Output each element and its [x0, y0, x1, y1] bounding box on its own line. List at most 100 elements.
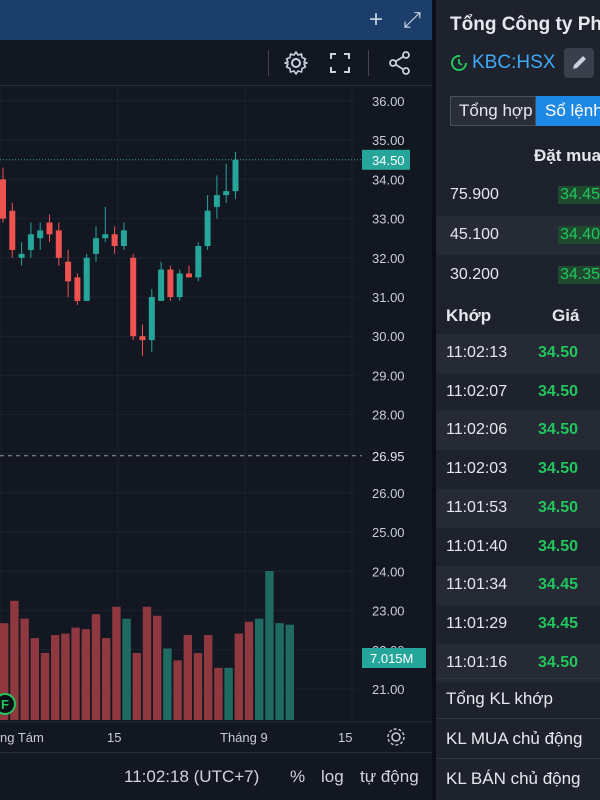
- price-tick-label: 35.00: [372, 133, 405, 148]
- reference-price-label: 26.95: [372, 449, 405, 464]
- volume-bar: [0, 623, 9, 720]
- company-name: Tổng Công ty Pha: [450, 14, 600, 35]
- log-scale-button[interactable]: log: [321, 767, 344, 786]
- percent-scale-button[interactable]: %: [290, 767, 306, 786]
- trade-time: 11:01:40: [446, 538, 508, 555]
- volume-bar: [214, 667, 223, 720]
- candlestick: [18, 242, 25, 266]
- candle-body: [158, 269, 165, 301]
- trades-time-header: Khớp: [446, 306, 492, 325]
- price-tick-label: 32.00: [372, 251, 405, 266]
- trade-row: 11:02:13 34.50: [436, 334, 600, 373]
- volume-bar: [173, 660, 182, 720]
- candlestick: [93, 226, 99, 262]
- volume-bar: [122, 618, 131, 720]
- trade-row: 11:02:06 34.50: [436, 411, 600, 450]
- expand-icon[interactable]: ⤢: [403, 7, 421, 32]
- candlestick: [27, 222, 34, 258]
- volume-bar: [91, 614, 101, 720]
- bid-price: 34.45: [558, 186, 600, 204]
- trade-price: 34.50: [538, 538, 579, 555]
- trades-price-header: Giá: [552, 306, 580, 325]
- trade-row: 11:01:29 34.45: [436, 605, 600, 644]
- chart-pane[interactable]: + ⤢ 36.00 35.00 34.00 33.00 32: [0, 0, 432, 800]
- volume-bar: [255, 618, 264, 720]
- fullscreen-icon[interactable]: [326, 49, 354, 77]
- time-axis[interactable]: ng Tám 15 Tháng 9 15: [0, 721, 432, 746]
- last-price-badge: [362, 149, 410, 170]
- volume-bar: [71, 627, 80, 720]
- volume-bars: [0, 571, 294, 720]
- bid-header: Đặt mua: [534, 146, 600, 165]
- candlestick: [74, 273, 81, 305]
- pencil-icon: [573, 56, 586, 69]
- price-chart[interactable]: 36.00 35.00 34.00 33.00 32.00 31.00 30.00 29.00…: [0, 86, 432, 752]
- auto-scale-button[interactable]: tự động: [360, 767, 419, 786]
- volume-bar: [244, 621, 254, 720]
- trade-time: 11:02:06: [446, 421, 508, 438]
- time-tick-label: 15: [107, 730, 121, 745]
- volume-bar: [81, 629, 90, 720]
- candlestick: [102, 206, 109, 243]
- add-icon[interactable]: +: [368, 6, 383, 33]
- toolbar-divider: [268, 50, 269, 76]
- price-tick-label: 21.00: [372, 682, 405, 697]
- summary-active-buy: KL MUA chủ động: [436, 718, 600, 758]
- bid-row: 45.100 34.40: [436, 216, 600, 255]
- candlestick: [37, 222, 44, 250]
- volume-bar: [142, 606, 152, 720]
- volume-bar: [204, 635, 213, 720]
- price-tick-label: 24.00: [372, 564, 405, 579]
- candlestick: [83, 253, 90, 301]
- chart-grid: [0, 86, 356, 720]
- trade-time: 11:02:13: [446, 344, 508, 361]
- trade-price: 34.50: [538, 654, 579, 671]
- candlestick: [55, 222, 62, 266]
- volume-bar: [234, 633, 243, 720]
- trade-row: 11:01:40 34.50: [436, 528, 600, 567]
- candlestick: [195, 242, 202, 282]
- financial-event-marker[interactable]: [0, 693, 16, 715]
- time-tick-label: 15: [338, 730, 352, 745]
- price-axis[interactable]: 36.00 35.00 34.00 33.00 32.00 31.00 30.00 29.00…: [372, 94, 405, 697]
- candle-body: [213, 195, 220, 207]
- candlestick: [158, 261, 165, 301]
- side-panel: Tổng Công ty Pha KBC:HSX Tổng hợp Sổ lện…: [436, 0, 600, 800]
- axis-settings-icon[interactable]: [387, 728, 405, 746]
- summary-active-sell: KL BÁN chủ động: [436, 758, 600, 798]
- gear-icon[interactable]: [282, 49, 310, 77]
- pane-divider[interactable]: [432, 0, 436, 800]
- candlestick: [139, 324, 146, 356]
- volume-bar: [265, 571, 274, 720]
- candle-body: [148, 297, 155, 341]
- tab-summary[interactable]: Tổng hợp: [450, 96, 536, 126]
- candlestick: [167, 265, 174, 301]
- edit-ticker-button[interactable]: [564, 48, 594, 78]
- summary-label: KL MUA chủ động: [446, 729, 583, 748]
- candlestick: [204, 195, 211, 250]
- candle-body: [176, 273, 183, 297]
- trade-time: 11:02:07: [446, 383, 508, 400]
- volume-bar: [30, 638, 39, 720]
- candle-body: [120, 230, 127, 247]
- bid-volume: 75.900: [450, 186, 499, 203]
- share-icon[interactable]: [386, 49, 414, 77]
- price-tick-label: 36.00: [372, 94, 405, 109]
- trade-time: 11:01:53: [446, 499, 508, 516]
- volume-bar: [275, 623, 284, 720]
- volume-bar: [112, 606, 121, 720]
- ticker-symbol[interactable]: KBC:HSX: [472, 52, 556, 73]
- trade-row: 11:01:34 34.45: [436, 566, 600, 605]
- price-tick-label: 26.00: [372, 486, 405, 501]
- price-tick-label: 34.00: [372, 172, 405, 187]
- summary-label: KL BÁN chủ động: [446, 769, 581, 788]
- summary-label: Tổng KL khớp: [446, 689, 553, 708]
- candle-body: [139, 336, 146, 341]
- trade-time: 11:02:03: [446, 460, 508, 477]
- candle-body: [83, 257, 90, 301]
- tab-orderbook[interactable]: Sổ lệnh: [536, 96, 600, 126]
- candle-body: [111, 234, 118, 247]
- trade-time: 11:01:16: [446, 654, 508, 671]
- candlestick: [111, 226, 118, 254]
- price-tick-label: 28.00: [372, 408, 405, 423]
